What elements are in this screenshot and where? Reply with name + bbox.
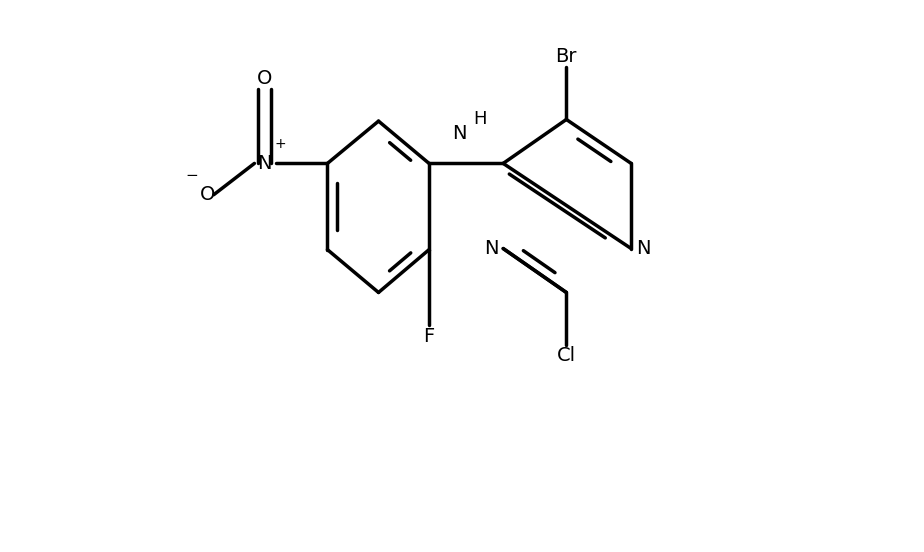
Text: Br: Br (555, 47, 578, 66)
Text: H: H (473, 110, 487, 129)
Text: Cl: Cl (557, 346, 576, 365)
Text: F: F (423, 327, 434, 346)
Text: N: N (452, 124, 467, 143)
Text: +: + (275, 137, 286, 151)
Text: −: − (186, 168, 198, 183)
Text: N: N (257, 154, 272, 173)
Text: O: O (200, 185, 215, 204)
Text: N: N (484, 239, 498, 258)
Text: O: O (257, 69, 272, 88)
Text: N: N (636, 239, 650, 258)
